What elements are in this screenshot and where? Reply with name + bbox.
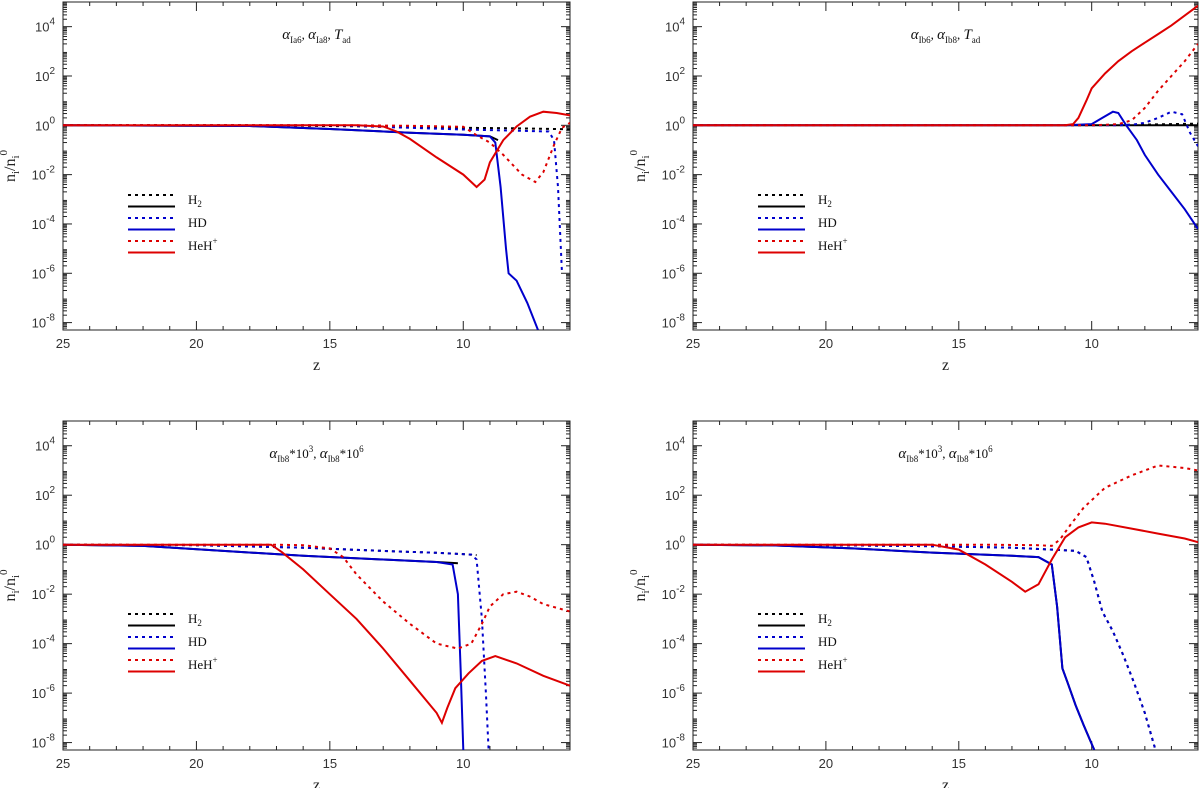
legend-label: HeH+ [188, 655, 218, 672]
y-tick-label: 10-6 [32, 683, 56, 701]
legend-label: HD [818, 215, 837, 230]
x-tick-label: 25 [56, 336, 70, 351]
series-group [63, 543, 570, 750]
y-tick-label: 102 [35, 66, 55, 84]
y-tick-label: 10-8 [32, 733, 56, 751]
legend-label: HeH+ [188, 236, 218, 253]
series-group [693, 4, 1198, 230]
legend-label: H2 [818, 611, 832, 628]
legend-label: HD [188, 215, 207, 230]
series-line-6 [693, 4, 1198, 127]
y-tick-label: 10-4 [662, 214, 686, 232]
chart-title: αIb6, αIb8, Tad [911, 27, 981, 45]
x-tick-label: 20 [819, 336, 833, 351]
chart-panel-4: 25 20 15 10 10-8 10-6 10-4 10-2 100 102 104 z ni/ni0… [628, 420, 1199, 788]
y-tick-label: 10-4 [32, 214, 56, 232]
series-line-3 [63, 543, 490, 750]
series-line-5 [63, 543, 570, 650]
x-tick-label: 25 [56, 756, 70, 771]
x-axis-label: z [942, 777, 949, 788]
y-tick-label: 10-2 [32, 584, 56, 602]
legend-label: H2 [818, 192, 832, 209]
y-tick-label: 102 [665, 66, 685, 84]
y-tick-label: 10-6 [662, 683, 686, 701]
series-line-6 [63, 110, 570, 189]
x-tick-label: 20 [819, 756, 833, 771]
x-tick-label: 20 [189, 336, 203, 351]
legend-label: H2 [188, 611, 202, 628]
x-tick-label: 25 [686, 336, 700, 351]
y-axis-label: ni/ni0 [0, 569, 22, 602]
y-tick-label: 102 [35, 485, 55, 503]
y-tick-label: 104 [665, 17, 685, 35]
plot-frame [62, 420, 571, 751]
y-tick-label: 10-8 [662, 733, 686, 751]
plot-frame [62, 1, 571, 331]
x-tick-label: 15 [952, 756, 966, 771]
y-tick-label: 10-8 [32, 313, 56, 331]
chart-title: αIb8*103, αIb8*106 [269, 444, 364, 464]
series-line-4 [63, 543, 465, 750]
series-line-6 [63, 543, 570, 726]
series-line-2 [693, 543, 1096, 750]
y-tick-label: 104 [35, 17, 55, 35]
series-line-4 [63, 124, 539, 330]
chart-title: αIa6, αIa8, Tad [282, 27, 351, 45]
x-tick-label: 10 [1084, 756, 1098, 771]
y-tick-label: 104 [35, 436, 55, 454]
y-tick-label: 10-8 [662, 313, 686, 331]
y-tick-label: 100 [35, 535, 55, 553]
y-tick-label: 10-4 [662, 634, 686, 652]
x-tick-label: 15 [323, 336, 337, 351]
x-axis-label: z [313, 777, 320, 788]
x-tick-label: 10 [456, 336, 470, 351]
y-tick-label: 100 [665, 115, 685, 133]
series-line-1 [693, 543, 1157, 750]
chart-panel-1: 25 20 15 10 10-8 10-6 10-4 10-2 100 102 104 z ni/ni0… [0, 1, 571, 374]
chart-panel-2: 25 20 15 10 10-8 10-6 10-4 10-2 100 102 104 z ni/ni0… [628, 1, 1199, 374]
x-tick-label: 25 [686, 756, 700, 771]
x-tick-label: 15 [952, 336, 966, 351]
series-line-3 [693, 110, 1198, 147]
chart-title: αIb8*103, αIb8*106 [898, 444, 993, 464]
legend-label: HeH+ [818, 655, 848, 672]
series-line-4 [693, 543, 1096, 750]
y-axis-label: ni/ni0 [628, 569, 652, 602]
series-line-6 [693, 521, 1198, 593]
series-line-4 [693, 110, 1198, 230]
x-axis-label: z [942, 357, 949, 374]
legend-label: HD [818, 634, 837, 649]
series-line-5 [693, 464, 1198, 547]
x-tick-label: 10 [1084, 336, 1098, 351]
y-tick-label: 10-2 [662, 584, 686, 602]
x-tick-label: 15 [323, 756, 337, 771]
y-tick-label: 10-6 [32, 263, 56, 281]
y-tick-label: 100 [35, 115, 55, 133]
series-group [63, 110, 570, 330]
y-tick-label: 102 [665, 485, 685, 503]
y-tick-label: 10-6 [662, 263, 686, 281]
legend-label: H2 [188, 192, 202, 209]
y-tick-label: 10-2 [662, 165, 686, 183]
y-axis-label: ni/ni0 [0, 149, 22, 182]
y-tick-label: 10-2 [32, 165, 56, 183]
x-tick-label: 20 [189, 756, 203, 771]
plot-frame [692, 420, 1199, 751]
y-tick-label: 10-4 [32, 634, 56, 652]
series-line-3 [693, 543, 1157, 750]
series-group [693, 464, 1198, 750]
y-tick-label: 100 [665, 535, 685, 553]
series-line-5 [693, 43, 1198, 127]
x-tick-label: 10 [456, 756, 470, 771]
series-line-5 [63, 121, 570, 184]
legend-label: HD [188, 634, 207, 649]
x-axis-label: z [313, 357, 320, 374]
series-line-3 [63, 124, 563, 274]
y-tick-label: 104 [665, 436, 685, 454]
plot-frame [692, 1, 1199, 331]
chart-panel-3: 25 20 15 10 10-8 10-6 10-4 10-2 100 102 104 z ni/ni0… [0, 420, 571, 788]
y-axis-label: ni/ni0 [628, 149, 652, 182]
legend-label: HeH+ [818, 236, 848, 253]
